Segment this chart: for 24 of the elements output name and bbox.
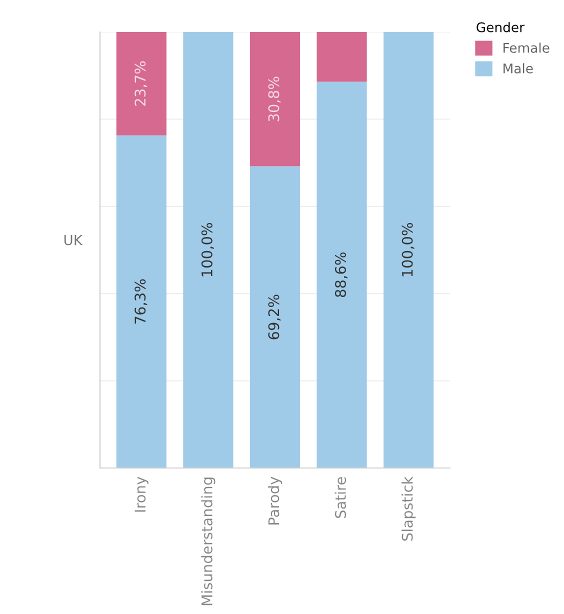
bar	[116, 32, 166, 136]
data-label: 23,7%	[134, 61, 148, 106]
legend-label: Male	[504, 63, 533, 74]
x-tick-label: Satire	[334, 477, 346, 518]
data-label: 76,3%	[134, 279, 148, 324]
data-label: 100,0%	[201, 223, 214, 276]
data-label: 100,0%	[402, 223, 414, 276]
bar	[250, 166, 300, 468]
data-label: 30,8%	[268, 76, 281, 122]
data-label: 69,2%	[268, 294, 281, 340]
x-tick-label: Slapstick	[402, 476, 416, 541]
legend-title: Gender	[476, 22, 524, 32]
bar	[316, 82, 367, 468]
bar	[316, 32, 367, 82]
x-tick-label: Parody	[268, 476, 282, 524]
x-tick-label: Irony	[134, 476, 148, 512]
x-tick-label: Misunderstanding	[201, 478, 216, 606]
legend-label: Female	[504, 42, 550, 53]
bar	[250, 32, 300, 166]
bar	[183, 32, 234, 468]
bar	[116, 135, 166, 468]
data-label: 88,6%	[334, 252, 348, 298]
bar	[384, 32, 434, 468]
text: UK	[64, 234, 83, 246]
